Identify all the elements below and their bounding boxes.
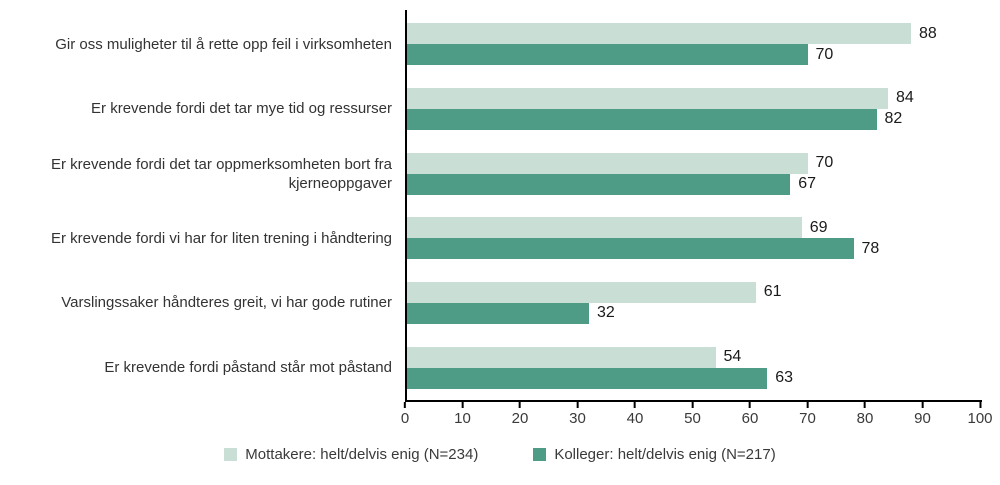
- bar-group: Er krevende fordi påstand står mot påsta…: [0, 346, 980, 389]
- bar-mottakere: [405, 152, 808, 174]
- category-label: Er krevende fordi vi har for liten treni…: [50, 229, 392, 247]
- bar-row-mottakere: 54: [405, 346, 980, 368]
- tick-label: 0: [400, 410, 410, 427]
- bar-kolleger: [405, 238, 854, 260]
- x-axis-tick: 100: [967, 402, 993, 427]
- bar-row-kolleger: 78: [405, 238, 980, 260]
- category-label: Varslingssaker håndteres greit, vi har g…: [61, 294, 392, 312]
- bar-mottakere: [405, 217, 802, 239]
- x-axis-tick: 20: [511, 402, 529, 427]
- x-axis-tick: 80: [856, 402, 874, 427]
- x-axis-tick: 90: [914, 402, 931, 427]
- bar-value-label: 88: [919, 24, 937, 42]
- bar-value-label: 63: [775, 369, 794, 387]
- x-axis-tick: 70: [799, 402, 816, 427]
- bar-kolleger: [405, 173, 791, 195]
- bar-value-label: 70: [815, 154, 834, 172]
- tick-label: 80: [856, 410, 874, 427]
- bar-kolleger: [405, 367, 768, 389]
- tick-mark: [404, 402, 406, 408]
- bar-value-label: 67: [798, 175, 817, 193]
- tick-label: 60: [741, 410, 759, 427]
- bar-groups-container: Gir oss muligheter til å rette opp feil …: [0, 12, 980, 400]
- bar-group: Er krevende fordi det tar oppmerksomhete…: [0, 152, 980, 195]
- x-axis: 0 10 20 30 40 50 60 70 80 90 100: [401, 402, 993, 432]
- bar-pair: 61 32: [405, 281, 980, 324]
- category-label: Er krevende fordi påstand står mot påsta…: [104, 359, 392, 377]
- legend-swatch-mottakere: [224, 448, 238, 461]
- bar-row-kolleger: 67: [405, 173, 980, 195]
- legend-label-kolleger: Kolleger: helt/delvis enig (N=217): [554, 446, 776, 463]
- tick-label: 100: [967, 410, 993, 427]
- bar-pair: 84 82: [405, 87, 980, 130]
- tick-label: 90: [914, 410, 931, 427]
- x-axis-tick: 60: [741, 402, 759, 427]
- bar-value-label: 54: [723, 348, 742, 366]
- bar-mottakere: [405, 87, 888, 109]
- tick-mark: [519, 402, 521, 408]
- tick-mark: [979, 402, 981, 408]
- tick-label: 50: [684, 410, 701, 427]
- bar-row-mottakere: 88: [405, 23, 980, 45]
- tick-mark: [806, 402, 809, 408]
- bar-row-kolleger: 70: [405, 44, 980, 66]
- bar-row-kolleger: 63: [405, 367, 980, 389]
- bar-row-kolleger: 82: [405, 108, 980, 130]
- bar-mottakere: [405, 23, 911, 45]
- legend-swatch-kolleger: [533, 448, 547, 461]
- category-label: Er krevende fordi det tar mye tid og res…: [91, 100, 392, 118]
- bar-value-label: 70: [815, 45, 834, 63]
- tick-mark: [634, 402, 636, 408]
- bar-row-kolleger: 32: [405, 302, 980, 324]
- x-axis-tick: 10: [454, 402, 471, 427]
- bar-group: Varslingssaker håndteres greit, vi har g…: [0, 281, 980, 324]
- bar-kolleger: [405, 108, 877, 130]
- tick-mark: [691, 402, 694, 408]
- bar-value-label: 84: [896, 89, 914, 107]
- bar-kolleger: [405, 302, 589, 324]
- tick-label: 70: [799, 410, 816, 427]
- bar-value-label: 82: [884, 110, 903, 128]
- bar-row-mottakere: 61: [405, 281, 980, 303]
- x-axis-tick: 50: [684, 402, 701, 427]
- x-axis-tick: 40: [626, 402, 644, 427]
- x-axis-tick: 0: [401, 402, 409, 427]
- bar-row-mottakere: 69: [405, 217, 980, 239]
- tick-label: 30: [569, 410, 586, 427]
- tick-mark: [461, 402, 464, 408]
- x-axis-tick: 30: [569, 402, 586, 427]
- legend-item-kolleger: Kolleger: helt/delvis enig (N=217): [533, 446, 776, 463]
- bar-mottakere: [405, 281, 756, 303]
- tick-label: 10: [454, 410, 471, 427]
- bar-group: Er krevende fordi vi har for liten treni…: [0, 217, 980, 260]
- bar-value-label: 69: [809, 218, 828, 236]
- bar-mottakere: [405, 346, 716, 368]
- category-label: Er krevende fordi det tar oppmerksomhete…: [50, 155, 392, 192]
- bar-group: Gir oss muligheter til å rette opp feil …: [0, 23, 980, 66]
- bar-pair: 88 70: [405, 23, 980, 66]
- tick-mark: [576, 402, 579, 408]
- bar-pair: 70 67: [405, 152, 980, 195]
- tick-label: 40: [626, 410, 644, 427]
- bar-group: Er krevende fordi det tar mye tid og res…: [0, 87, 980, 130]
- tick-mark: [864, 402, 866, 408]
- bar-row-mottakere: 84: [405, 87, 980, 109]
- bar-value-label: 78: [861, 239, 880, 257]
- bar-pair: 69 78: [405, 217, 980, 260]
- bar-row-mottakere: 70: [405, 152, 980, 174]
- bar-value-label: 32: [597, 304, 615, 322]
- tick-mark: [921, 402, 924, 408]
- legend: Mottakere: helt/delvis enig (N=234) Kolle…: [0, 446, 1000, 463]
- tick-label: 20: [511, 410, 529, 427]
- legend-label-mottakere: Mottakere: helt/delvis enig (N=234): [245, 446, 479, 463]
- bar-value-label: 61: [763, 283, 782, 301]
- bar-pair: 54 63: [405, 346, 980, 389]
- bar-kolleger: [405, 44, 808, 66]
- tick-mark: [749, 402, 751, 408]
- category-label: Gir oss muligheter til å rette opp feil …: [55, 35, 392, 53]
- legend-item-mottakere: Mottakere: helt/delvis enig (N=234): [224, 446, 478, 463]
